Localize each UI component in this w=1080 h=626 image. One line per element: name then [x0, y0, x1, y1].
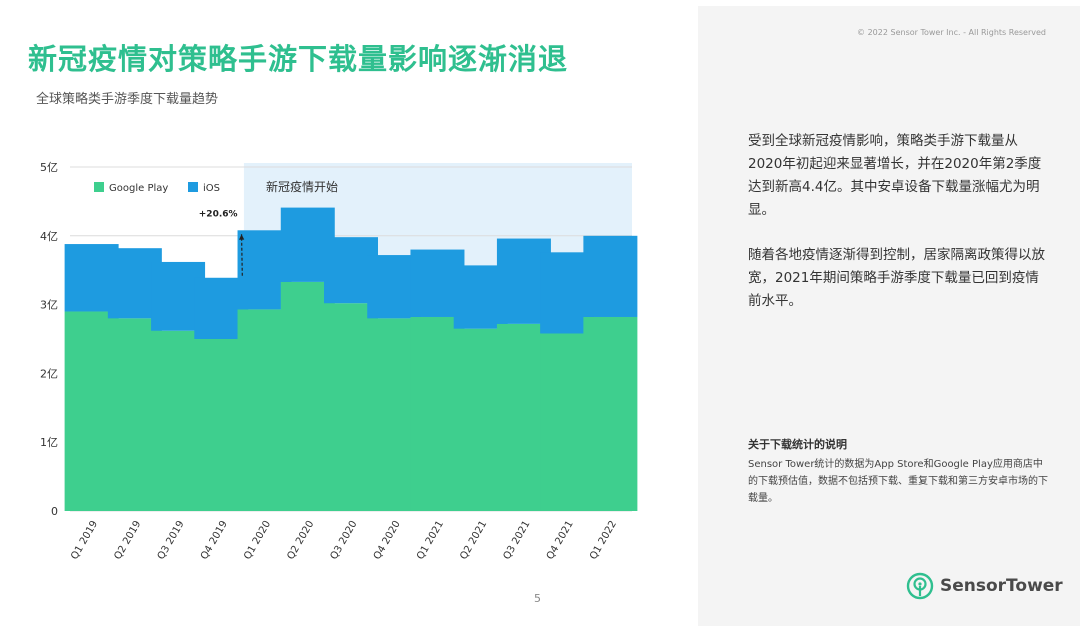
note-text: Sensor Tower统计的数据为App Store和Google Play应… [748, 459, 1048, 504]
copyright-text: © 2022 Sensor Tower Inc. - All Rights Re… [857, 28, 1046, 37]
x-axis: Q1 2019 Q2 2019 Q3 2019 Q4 2019 Q1 2020 Q2 20… [69, 519, 619, 562]
x-tick-label: Q2 2019 [112, 519, 143, 562]
x-tick-label: Q1 2019 [69, 519, 100, 562]
page-number: 5 [534, 592, 541, 605]
legend-label: Google Play [109, 183, 168, 194]
y-tick-label: 2亿 [40, 367, 58, 380]
page-title: 新冠疫情对策略手游下载量影响逐渐消退 [28, 42, 569, 76]
legend-swatch [94, 182, 104, 192]
x-tick-label: Q3 2019 [156, 519, 187, 562]
x-tick-label: Q2 2021 [458, 519, 489, 562]
growth-arrow-head [239, 234, 245, 240]
legend-swatch [188, 182, 198, 192]
sensor-tower-logo: SensorTower [906, 572, 1063, 600]
note-title: 关于下载统计的说明 [748, 438, 847, 451]
summary-paragraph-1: 受到全球新冠疫情影响，策略类手游下载量从2020年初起迎来显著增长，并在2020… [748, 133, 1042, 218]
growth-label: +20.6% [199, 209, 238, 219]
chart-legend: Google Play iOS [94, 182, 220, 194]
growth-arrow-line [240, 234, 243, 276]
chart-bars [64, 207, 638, 511]
summary-panel: © 2022 Sensor Tower Inc. - All Rights Re… [698, 6, 1080, 626]
x-tick-label: Q1 2022 [588, 519, 619, 562]
x-tick-label: Q4 2021 [545, 519, 576, 562]
x-tick-label: Q4 2020 [372, 519, 403, 562]
highlight-label: 新冠疫情开始 [266, 179, 338, 194]
page-subtitle: 全球策略类手游季度下载量趋势 [36, 92, 219, 107]
chart-annotations: 新冠疫情开始 +20.6% [199, 179, 338, 276]
y-tick-label: 0 [51, 505, 58, 518]
sensor-tower-logo-icon [906, 572, 934, 600]
logo-text: SensorTower [940, 576, 1063, 596]
x-tick-label: Q1 2020 [242, 519, 273, 562]
x-tick-label: Q3 2020 [329, 519, 360, 562]
legend-label: iOS [203, 183, 220, 194]
summary-paragraph-2: 随着各地疫情逐渐得到控制，居家隔离政策得以放宽，2021年期间策略手游季度下载量… [748, 247, 1045, 309]
x-tick-label: Q1 2021 [415, 519, 446, 562]
x-tick-label: Q2 2020 [285, 519, 316, 562]
y-tick-label: 5亿 [40, 161, 58, 174]
bar-google-play [583, 316, 638, 511]
x-tick-label: Q4 2019 [199, 519, 230, 562]
bar-ios [583, 235, 638, 317]
y-axis: 0 1亿 2亿 3亿 4亿 5亿 [40, 161, 58, 518]
x-tick-label: Q3 2021 [502, 519, 533, 562]
y-tick-label: 1亿 [40, 436, 58, 449]
y-tick-label: 3亿 [40, 299, 58, 312]
y-tick-label: 4亿 [40, 230, 58, 243]
